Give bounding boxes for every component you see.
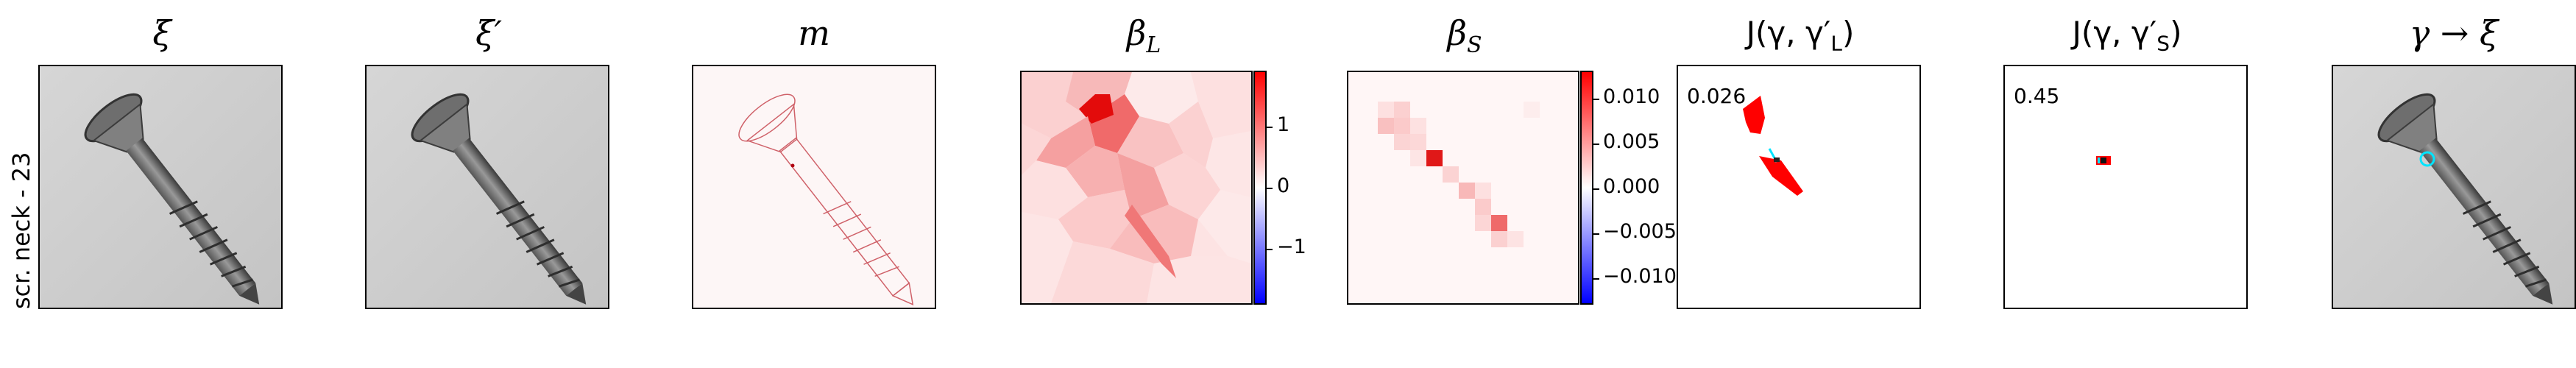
panel-j-s-image <box>2003 65 2248 309</box>
panel-title-xi-prime: ξ′ <box>475 13 502 53</box>
colorbar-beta-l <box>1253 71 1267 305</box>
panel-xi-prime-image <box>365 65 609 309</box>
panel-title-j-s: J(γ, γ′S) <box>2072 15 2182 56</box>
colorbar-tick: −1 <box>1277 236 1306 258</box>
panel-title-xi: ξ <box>152 13 171 53</box>
panel-j-l-image <box>1677 65 1921 309</box>
colorbar-tick: 0.005 <box>1603 130 1660 153</box>
panel-title-j-l: J(γ, γ′L) <box>1746 15 1855 56</box>
anomaly-marker-icon <box>2419 151 2435 167</box>
jaccard-overlap-icon <box>1743 96 1803 196</box>
screw-outline-icon <box>693 66 935 308</box>
screw-icon <box>2333 66 2575 308</box>
superpixel-heatmap <box>1022 72 1251 303</box>
panel-title-m: m <box>798 13 830 53</box>
panel-m-image <box>692 65 936 309</box>
colorbar-tick: 1 <box>1277 113 1290 136</box>
panel-gamma-xi-image <box>2332 65 2576 309</box>
jaccard-value-s: 0.45 <box>2014 84 2060 108</box>
screw-icon <box>40 66 281 308</box>
colorbar-beta-s <box>1580 71 1593 305</box>
screw-icon <box>367 66 608 308</box>
jaccard-value-l: 0.026 <box>1687 84 1747 108</box>
patch-heatmap <box>1348 72 1578 303</box>
panel-beta-s-map <box>1347 71 1579 305</box>
panel-xi-image <box>38 65 283 309</box>
panel-title-beta-l: βL <box>1126 13 1161 59</box>
colorbar-tick: 0 <box>1277 174 1290 197</box>
row-label: scr. neck - 23 <box>7 152 35 309</box>
colorbar-tick: 0.000 <box>1603 175 1660 198</box>
colorbar-tick: −0.005 <box>1603 220 1677 243</box>
panel-title-beta-s: βS <box>1447 13 1482 59</box>
colorbar-tick: 0.010 <box>1603 85 1660 108</box>
jaccard-overlap-icon <box>2096 156 2111 165</box>
panel-beta-l-map <box>1020 71 1253 305</box>
panel-title-gamma-xi: γ → ξ <box>2409 13 2499 53</box>
colorbar-tick: −0.010 <box>1603 265 1677 288</box>
